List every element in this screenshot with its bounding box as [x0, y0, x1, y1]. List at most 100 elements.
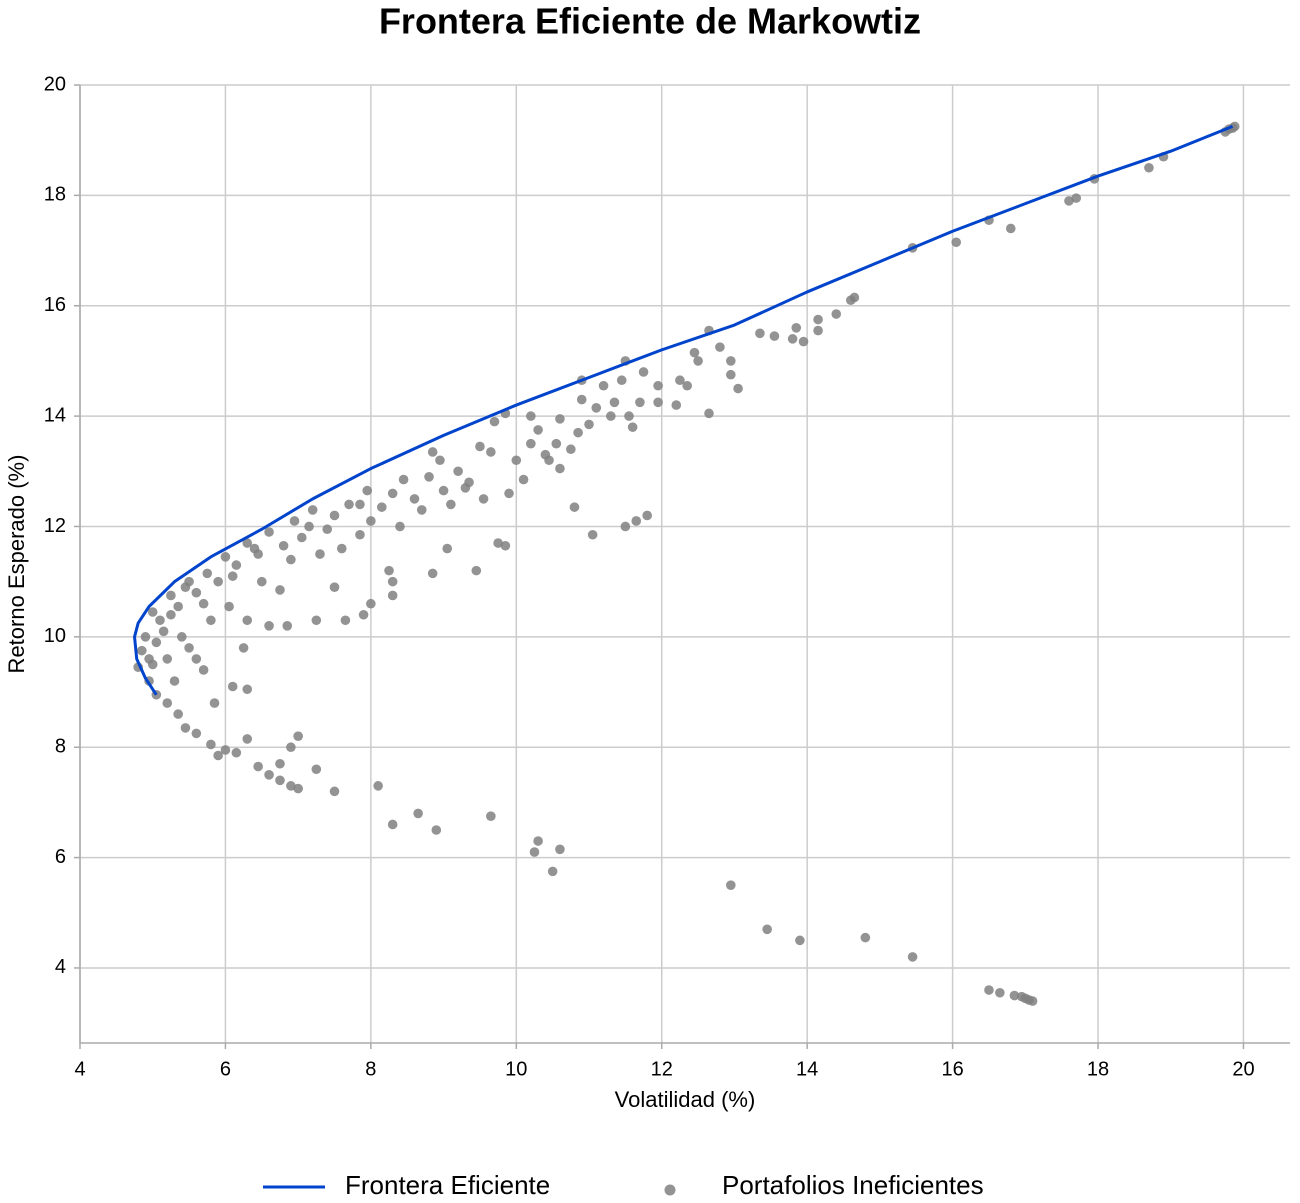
scatter-point: [242, 538, 253, 548]
scatter-point: [140, 632, 151, 642]
scatter-point: [286, 554, 296, 565]
scatter-point: [158, 626, 169, 637]
scatter-point: [598, 380, 609, 391]
scatter-point: [813, 314, 823, 325]
scatter-point: [227, 571, 238, 581]
scatter-point: [220, 745, 231, 755]
scatter-point: [264, 621, 274, 631]
scatter-point: [555, 844, 565, 855]
scatter-point: [453, 466, 463, 477]
scatter-point: [569, 502, 580, 512]
scatter-point: [384, 565, 394, 576]
scatter-point: [227, 681, 238, 692]
y-tick-label: 6: [55, 846, 66, 868]
scatter-point: [471, 565, 482, 576]
x-tick-label: 20: [1232, 1058, 1254, 1080]
scatter-point: [286, 781, 296, 791]
scatter-point: [177, 632, 187, 642]
scatter-point: [642, 510, 652, 521]
scatter-point: [409, 494, 420, 504]
scatter-point: [489, 416, 500, 427]
y-axis-label: Retorno Esperado (%): [4, 455, 29, 674]
scatter-point: [638, 367, 649, 377]
scatter-point: [555, 463, 565, 474]
x-tick-label: 12: [651, 1058, 673, 1080]
scatter-point: [609, 397, 620, 408]
scatter-point: [202, 568, 213, 579]
scatter-point: [486, 447, 496, 457]
legend-label: Frontera Eficiente: [345, 1170, 550, 1200]
scatter-point: [627, 422, 638, 432]
scatter-point: [791, 323, 802, 333]
scatter-point: [446, 499, 456, 510]
scatter-point: [249, 543, 260, 554]
scatter-point: [762, 924, 772, 935]
scatter-point: [435, 455, 445, 466]
scatter-point: [282, 621, 293, 631]
scatter-point: [787, 334, 798, 344]
scatter-point: [635, 397, 645, 408]
scatter-point: [1144, 162, 1154, 173]
scatter-point: [286, 742, 296, 753]
scatter-point: [398, 474, 409, 485]
x-tick-label: 16: [941, 1058, 963, 1080]
scatter-point: [307, 505, 318, 515]
scatter-point: [256, 576, 267, 587]
scatter-point: [726, 369, 736, 380]
scatter-point: [726, 356, 736, 366]
scatter-point: [231, 747, 242, 758]
y-tick-label: 16: [44, 294, 66, 316]
scatter-point: [162, 698, 173, 708]
scatter-point: [547, 866, 558, 877]
scatter-point: [340, 615, 351, 626]
scatter-point: [304, 521, 314, 532]
scatter-point: [424, 472, 434, 482]
scatter-point: [653, 397, 663, 408]
scatter-point: [147, 607, 158, 617]
scatter-point: [373, 781, 383, 791]
scatter-point: [693, 356, 703, 366]
y-tick-label: 14: [44, 404, 66, 426]
grid: 4 6 8 10 12 14 16 18 20 4 6 8 10 12 14 16 18 20: [44, 73, 1290, 1080]
scatter-point: [191, 654, 202, 664]
scatter-point: [606, 411, 616, 421]
scatter-point: [689, 347, 700, 358]
scatter-point: [275, 758, 285, 769]
scatter-point: [442, 543, 453, 554]
x-tick-label: 18: [1087, 1058, 1109, 1080]
scatter-point: [518, 474, 529, 485]
scatter-point: [180, 582, 191, 592]
scatter-point: [984, 985, 994, 995]
scatter-point: [242, 615, 253, 626]
y-tick-label: 18: [44, 184, 66, 206]
scatter-point: [504, 488, 514, 499]
scatter-point: [682, 380, 692, 391]
scatter-point: [151, 637, 162, 648]
scatter-point: [206, 739, 216, 750]
scatter-point: [427, 568, 438, 579]
scatter-point: [573, 427, 583, 438]
frontier-line: [133, 124, 1234, 696]
scatter-point: [224, 601, 234, 612]
scatter-point: [231, 560, 242, 570]
scatter-point: [1064, 196, 1074, 206]
scatter-point: [166, 609, 176, 620]
scatter-point: [169, 676, 180, 686]
scatter-point: [620, 521, 631, 532]
scatter-point: [264, 527, 274, 537]
scatter-point: [336, 543, 347, 554]
scatter-point: [355, 499, 365, 510]
scatter-point: [387, 590, 398, 601]
y-tick-label: 4: [55, 956, 66, 978]
scatter-point: [500, 540, 511, 551]
scatter-point: [566, 444, 576, 455]
scatter-point: [1071, 193, 1082, 203]
scatter-point: [587, 529, 598, 540]
scatter-point: [184, 643, 194, 653]
scatter-point: [173, 601, 183, 612]
scatter-point: [242, 734, 253, 744]
y-tick-label: 20: [44, 73, 66, 95]
scatter-point: [355, 529, 365, 540]
scatter-point: [358, 609, 369, 620]
